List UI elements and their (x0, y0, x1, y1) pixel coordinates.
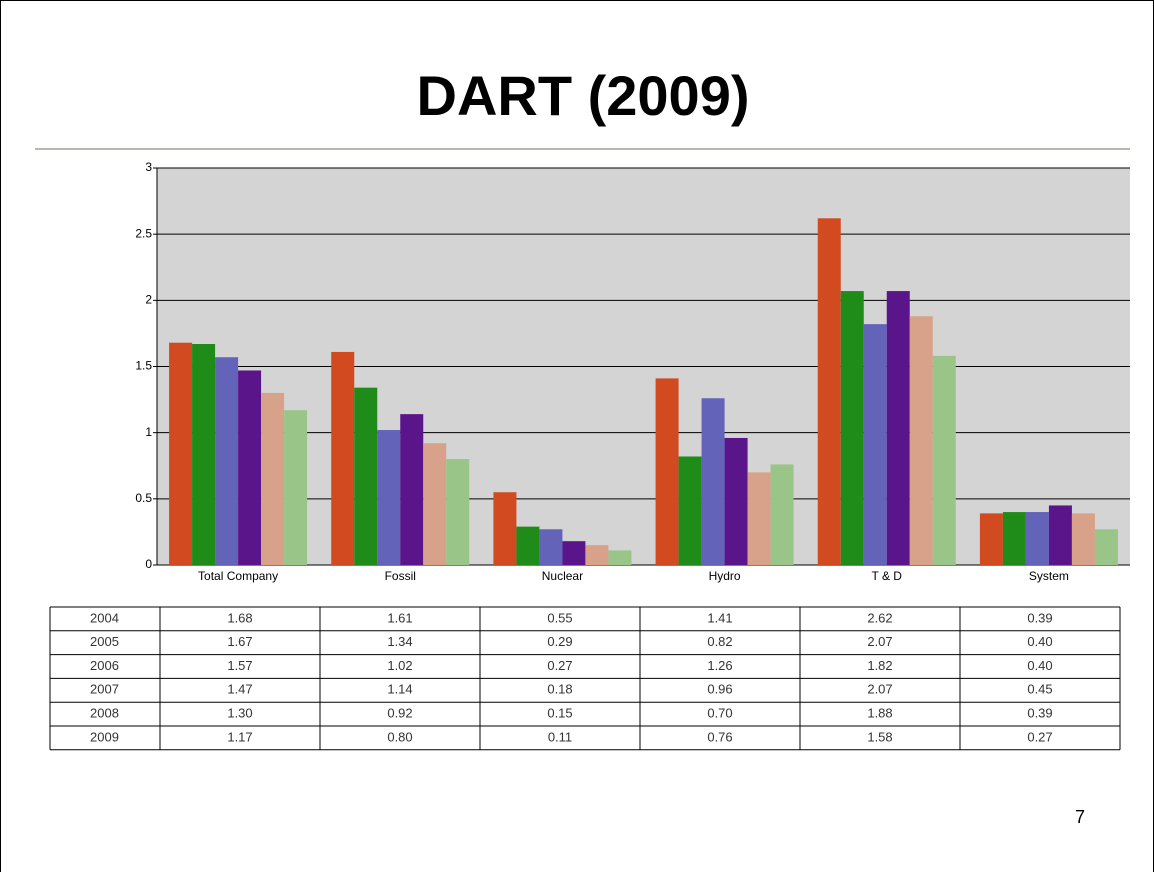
bar (770, 464, 794, 565)
table-cell: 2.07 (867, 634, 892, 649)
table-row-label: 2007 (90, 682, 119, 697)
bar (493, 492, 517, 565)
bar (678, 456, 702, 565)
bar (446, 459, 470, 565)
y-tick-label: 0.5 (135, 491, 152, 505)
bar (724, 437, 748, 565)
bar (655, 378, 679, 565)
y-tick-label: 3 (145, 160, 152, 174)
table-cell: 1.34 (387, 634, 412, 649)
table-cell: 0.18 (547, 682, 572, 697)
table-cell: 1.82 (867, 658, 892, 673)
bar (585, 545, 609, 565)
table-row-label: 2009 (90, 729, 119, 744)
table-cell: 0.40 (1027, 658, 1052, 673)
bar (840, 291, 864, 565)
bar (979, 513, 1003, 565)
bar (1048, 505, 1072, 565)
bar (238, 370, 262, 565)
table-cell: 0.76 (707, 729, 732, 744)
table-cell: 1.02 (387, 658, 412, 673)
table-cell: 2.62 (867, 610, 892, 625)
table-cell: 0.40 (1027, 634, 1052, 649)
bar (909, 316, 933, 565)
bar (886, 291, 910, 565)
bar (817, 218, 841, 565)
bar (423, 443, 447, 565)
bar (747, 472, 771, 565)
bar (261, 392, 285, 565)
table-cell: 0.39 (1027, 706, 1052, 721)
table-cell: 1.14 (387, 682, 412, 697)
bar (539, 529, 563, 565)
table-cell: 1.67 (227, 634, 252, 649)
table-row-label: 2006 (90, 658, 119, 673)
y-tick-label: 1.5 (135, 359, 152, 373)
table-cell: 1.30 (227, 706, 252, 721)
bar (562, 541, 586, 565)
x-tick-label: Total Company (198, 569, 278, 583)
chart-title: DART (2009) (417, 64, 750, 127)
table-cell: 0.15 (547, 706, 572, 721)
table-row-label: 2008 (90, 706, 119, 721)
y-tick-label: 2 (145, 293, 152, 307)
y-tick-label: 0 (145, 557, 152, 571)
bar (192, 344, 216, 565)
table-cell: 2.07 (867, 682, 892, 697)
bar (608, 550, 632, 565)
table-cell: 1.26 (707, 658, 732, 673)
table-cell: 1.41 (707, 610, 732, 625)
table-row-label: 2005 (90, 634, 119, 649)
table-cell: 1.17 (227, 729, 252, 744)
x-tick-label: Fossil (385, 569, 416, 583)
bar (377, 430, 401, 565)
table-cell: 0.39 (1027, 610, 1052, 625)
table-cell: 1.58 (867, 729, 892, 744)
bar (215, 357, 239, 565)
table-cell: 0.55 (547, 610, 572, 625)
x-tick-label: System (1029, 569, 1069, 583)
table-cell: 0.27 (547, 658, 572, 673)
table-row-label: 2004 (90, 610, 119, 625)
table-cell: 0.27 (1027, 729, 1052, 744)
bar (1002, 512, 1026, 565)
bar (1071, 513, 1095, 565)
table-cell: 0.11 (548, 729, 572, 744)
bar (354, 387, 378, 565)
table-cell: 0.45 (1027, 682, 1052, 697)
y-tick-label: 2.5 (135, 226, 152, 240)
x-tick-label: T & D (872, 569, 903, 583)
y-tick-label: 1 (145, 425, 152, 439)
table-cell: 1.88 (867, 706, 892, 721)
table-cell: 1.57 (227, 658, 252, 673)
bar (701, 398, 725, 565)
bar (932, 355, 956, 565)
x-tick-label: Nuclear (542, 569, 583, 583)
table-cell: 0.96 (707, 682, 732, 697)
bar (400, 414, 424, 565)
table-cell: 0.92 (387, 706, 412, 721)
page-number: 7 (1075, 807, 1085, 827)
table-cell: 0.82 (707, 634, 732, 649)
table-cell: 0.80 (387, 729, 412, 744)
bar (1094, 529, 1118, 565)
bar (1025, 512, 1049, 565)
bar (516, 526, 540, 565)
table-cell: 1.68 (227, 610, 252, 625)
bar (284, 410, 308, 565)
x-tick-label: Hydro (709, 569, 741, 583)
bar (331, 351, 355, 565)
table-cell: 1.61 (387, 610, 412, 625)
bar (169, 342, 193, 565)
table-cell: 1.47 (227, 682, 252, 697)
table-cell: 0.29 (547, 634, 572, 649)
bar (863, 324, 887, 565)
table-cell: 0.70 (707, 706, 732, 721)
